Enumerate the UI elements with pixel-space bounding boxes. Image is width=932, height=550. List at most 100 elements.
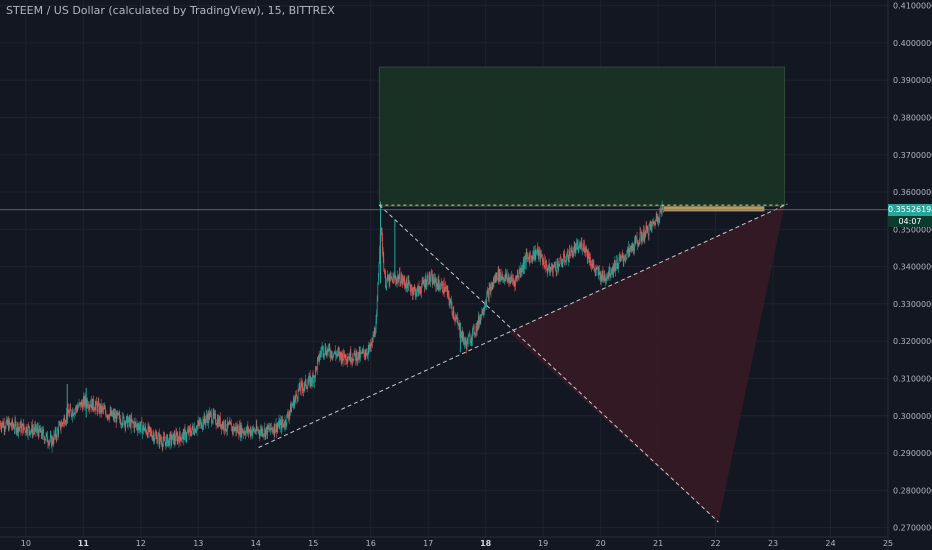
- candle-body: [288, 416, 289, 419]
- candle-body: [15, 420, 16, 424]
- candle-body: [582, 248, 584, 250]
- candle-body: [337, 350, 339, 352]
- candle-body: [240, 424, 242, 437]
- candle-body: [182, 433, 183, 439]
- candle-body: [613, 264, 615, 271]
- candle-body: [605, 279, 607, 281]
- candle-body: [144, 426, 146, 430]
- candle-body: [349, 356, 350, 361]
- candle-body: [369, 345, 370, 350]
- candle-body: [510, 280, 512, 284]
- candle-body: [482, 312, 484, 314]
- candle-body: [244, 431, 246, 434]
- candle-body: [109, 410, 111, 415]
- candle-body: [219, 417, 221, 425]
- candle-body: [418, 286, 419, 296]
- candle-body: [417, 286, 419, 296]
- candle-body: [36, 429, 37, 432]
- candle-body: [175, 432, 177, 441]
- candle-body: [76, 408, 78, 411]
- candle-body: [284, 426, 285, 428]
- candle-body: [434, 276, 436, 285]
- candle-body: [22, 423, 24, 433]
- candle-body: [84, 397, 85, 406]
- candle-body: [452, 310, 454, 316]
- candle-body: [416, 286, 418, 290]
- candle-body: [367, 349, 369, 356]
- candle-body: [25, 427, 27, 433]
- candle-body: [407, 280, 409, 291]
- candle-body: [313, 376, 315, 383]
- candle-body: [327, 349, 328, 353]
- candle-body: [367, 354, 368, 356]
- candle-body: [385, 285, 387, 288]
- candle-body: [160, 435, 161, 441]
- candle-body: [585, 247, 587, 252]
- candle-body: [30, 430, 32, 432]
- candle-body: [54, 434, 55, 436]
- candle-body: [631, 244, 632, 251]
- candle-body: [512, 278, 513, 282]
- candle-body: [481, 309, 483, 316]
- candle-body: [346, 360, 348, 362]
- candle-body: [110, 410, 112, 416]
- candle-body: [69, 411, 70, 417]
- price-tick-label: 0.39000000: [893, 76, 932, 85]
- candle-body: [196, 426, 198, 431]
- candle-body: [313, 377, 315, 383]
- candle-body: [546, 262, 547, 268]
- candle-body: [324, 354, 325, 355]
- candle-body: [279, 420, 280, 430]
- candle-body: [281, 420, 282, 430]
- candle-body: [266, 426, 268, 436]
- candle-body: [277, 426, 279, 427]
- candle-body: [242, 428, 243, 433]
- candle-body: [351, 358, 353, 362]
- candle-body: [257, 429, 259, 432]
- candle-body: [147, 426, 149, 437]
- candle-body: [655, 220, 656, 225]
- candle-body: [155, 434, 157, 435]
- candle-body: [485, 302, 486, 307]
- candle-body: [247, 426, 249, 432]
- candle-body: [479, 319, 480, 325]
- candle-body: [28, 426, 30, 431]
- candle-body: [26, 427, 28, 434]
- candle-body: [495, 273, 497, 279]
- candle-body: [498, 269, 500, 281]
- candle-body: [394, 277, 396, 279]
- candle-body: [443, 283, 445, 293]
- candle-body: [574, 246, 576, 248]
- candle-body: [266, 426, 267, 430]
- candle-body: [249, 429, 251, 435]
- candle-body: [578, 244, 580, 249]
- candle-body: [106, 415, 108, 417]
- candle-body: [548, 264, 550, 270]
- candle-body: [565, 261, 567, 263]
- resistance-trendline: [378, 204, 719, 523]
- price-axis[interactable]: 0.27000000 0.28000000 0.29000000 0.30000000…: [893, 2, 932, 533]
- candle-body: [14, 420, 16, 429]
- candle-body: [546, 267, 548, 272]
- candle-body: [303, 388, 304, 392]
- candle-body: [123, 417, 125, 425]
- candle-body: [109, 414, 110, 419]
- candle-body: [166, 437, 167, 447]
- candle-body: [381, 228, 382, 230]
- candle-body: [224, 429, 225, 431]
- candle-body: [156, 435, 158, 444]
- trend-drawings[interactable]: [0, 203, 888, 523]
- candle-body: [511, 276, 513, 279]
- candle-body: [119, 414, 121, 420]
- time-axis[interactable]: 10 11 12 13 14 15 16 17 18 19 20 21 22 23 24 25: [21, 539, 893, 548]
- candle-body: [539, 250, 541, 261]
- candle-body: [271, 428, 273, 430]
- candle-body: [218, 418, 220, 425]
- candle-body: [178, 438, 180, 443]
- time-tick-label: 13: [193, 539, 203, 548]
- candle-body: [628, 246, 629, 253]
- candle-body: [571, 248, 573, 250]
- candle-body: [126, 415, 128, 417]
- candle-body: [628, 246, 630, 252]
